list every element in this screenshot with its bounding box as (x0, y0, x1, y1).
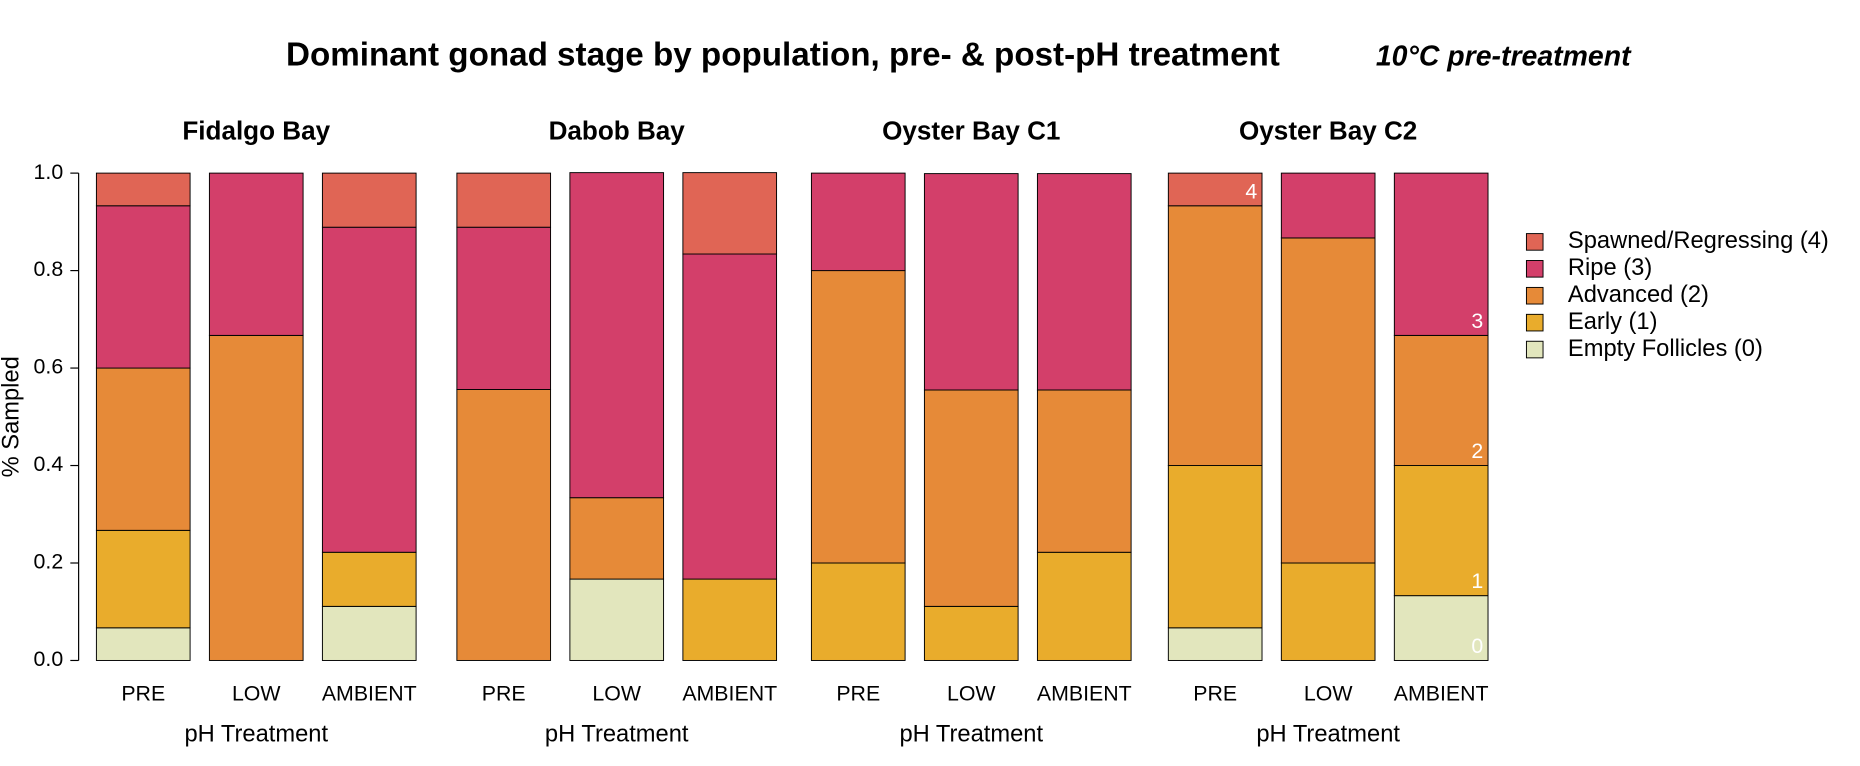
y-tick-label: 0.6 (34, 355, 64, 379)
bar-segment (923, 389, 1019, 607)
y-tick-label: 0.2 (34, 550, 64, 574)
bar-segment (95, 529, 191, 629)
bar-segment (1036, 389, 1132, 553)
x-tick-label: LOW (947, 681, 996, 705)
bar-segment (95, 627, 191, 661)
legend-label: Empty Follicles (0) (1568, 336, 1763, 362)
x-tick-label: AMBIENT (1394, 681, 1489, 705)
annotation: 4 (1245, 179, 1257, 203)
panel-title: Oyster Bay C1 (882, 116, 1060, 146)
chart-title: Dominant gonad stage by population, pre-… (286, 37, 1280, 74)
legend-swatch (1525, 340, 1544, 359)
bar-segment (456, 172, 552, 228)
x-tick-label: AMBIENT (322, 681, 417, 705)
bar-segment (810, 172, 906, 272)
x-tick-label: PRE (836, 681, 880, 705)
bar-segment (1036, 551, 1132, 661)
bar-segment (810, 270, 906, 564)
bar-segment (208, 172, 304, 336)
bar-segment (95, 172, 191, 207)
panel-title: Fidalgo Bay (182, 116, 330, 146)
y-tick-label: 0.4 (34, 452, 64, 476)
bar-segment (1036, 173, 1132, 391)
bar-segment (923, 173, 1019, 391)
chart-subtitle: 10°C pre-treatment (1376, 41, 1632, 73)
x-tick-label: LOW (232, 681, 281, 705)
x-tick-label: PRE (1193, 681, 1237, 705)
bar-segment (569, 497, 665, 580)
y-tick-label: 0.8 (34, 257, 64, 281)
bar-segment (321, 172, 417, 228)
bar-segment (1167, 172, 1263, 207)
x-tick-label: AMBIENT (1037, 681, 1132, 705)
x-axis-label: pH Treatment (899, 721, 1043, 747)
x-axis-label: pH Treatment (1256, 721, 1400, 747)
legend-swatch (1525, 286, 1544, 305)
bar-segment (208, 334, 304, 661)
x-tick-label: PRE (482, 681, 526, 705)
panel-title: Dabob Bay (549, 116, 686, 146)
legend-swatch (1525, 233, 1544, 251)
bar-segment (1393, 172, 1489, 336)
panel-title: Oyster Bay C2 (1239, 116, 1417, 146)
annotation: 0 (1471, 634, 1483, 658)
y-tick-label: 0.0 (34, 647, 64, 671)
legend-label: Ripe (3) (1568, 255, 1652, 281)
bar-segment (1393, 334, 1489, 467)
x-axis-label: pH Treatment (545, 721, 689, 747)
legend-label: Advanced (2) (1568, 282, 1709, 308)
bar-segment (1393, 465, 1489, 597)
x-tick-label: LOW (592, 681, 641, 705)
annotation: 3 (1471, 309, 1483, 333)
annotation: 2 (1471, 439, 1483, 463)
bar-segment (1167, 205, 1263, 467)
y-tick-label: 1.0 (34, 160, 64, 184)
bar-segment (1280, 237, 1376, 564)
bar-segment (569, 578, 665, 661)
legend-swatch (1525, 260, 1544, 278)
bar-segment (456, 226, 552, 390)
x-tick-label: LOW (1304, 681, 1353, 705)
bar-segment (1167, 627, 1263, 661)
bar-segment (1280, 172, 1376, 239)
legend-swatch (1525, 313, 1544, 332)
bar-segment (682, 253, 778, 580)
x-tick-label: AMBIENT (682, 681, 777, 705)
legend-label: Early (1) (1568, 309, 1658, 335)
bar-segment (682, 578, 778, 661)
bar-segment (321, 605, 417, 661)
bar-segment (682, 172, 778, 255)
annotation: 1 (1471, 569, 1483, 593)
bar-segment (923, 605, 1019, 661)
bar-segment (95, 367, 191, 531)
y-axis-label: % Sampled (0, 356, 24, 477)
bar-segment (1393, 595, 1489, 661)
x-axis-label: pH Treatment (184, 721, 328, 747)
bar-segment (1167, 465, 1263, 629)
x-tick-label: PRE (121, 681, 165, 705)
bar-segment (321, 551, 417, 607)
legend-label: Spawned/Regressing (4) (1568, 228, 1829, 254)
bar-segment (321, 226, 417, 553)
bar-segment (456, 389, 552, 661)
bar-segment (569, 172, 665, 499)
bar-segment (1280, 562, 1376, 661)
bar-segment (95, 205, 191, 369)
bar-segment (810, 562, 906, 661)
